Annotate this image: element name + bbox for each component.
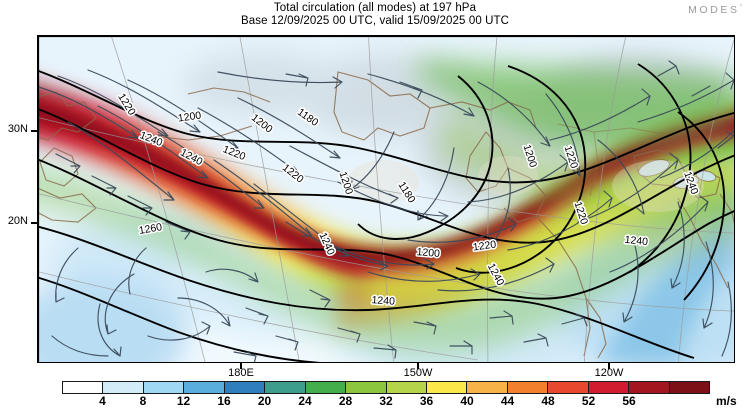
- colorbar-cell-11: [507, 382, 549, 393]
- graticule: [38, 36, 734, 362]
- colorbar-tick-44: 44: [500, 394, 515, 408]
- colorbar-tick-40: 40: [460, 394, 474, 408]
- colorbar-cell-4: [224, 382, 266, 393]
- contour-label-1240-20: 1240: [624, 234, 649, 248]
- colorbar-cell-7: [346, 382, 387, 393]
- colorbar-cell-12: [548, 382, 589, 393]
- brand-mark: °: [739, 4, 742, 11]
- colorbar-tick-32: 32: [379, 394, 393, 408]
- contour-label-1220-13: 1220: [472, 238, 497, 253]
- y-tick-20n: [31, 222, 38, 224]
- colorbar-tick-12: 12: [176, 394, 191, 408]
- colorbar-tick-52: 52: [581, 394, 596, 408]
- chart-title-line-1: Total circulation (all modes) at 197 hPa: [273, 2, 477, 14]
- modes-logo: MODES°: [688, 4, 742, 16]
- x-tick-150w: [417, 363, 419, 369]
- contour-label-1200-1: 1200: [177, 109, 202, 124]
- colorbar-cell-5: [265, 382, 306, 393]
- plot-border: [38, 36, 734, 362]
- colorbar-cell-8: [386, 382, 427, 393]
- x-axis-label-150w: 150W: [403, 367, 433, 379]
- y-tick-30n: [31, 130, 38, 132]
- colorbar-cell-13: [588, 382, 630, 393]
- colorbar-cell-10: [467, 382, 508, 393]
- contour-label-1240-20: 1240: [624, 234, 649, 248]
- x-axis-label-120w: 120W: [594, 367, 624, 379]
- colorbar-tick-16: 16: [217, 394, 231, 408]
- x-tick-120w: [608, 363, 610, 369]
- contour-label-1240-15: 1240: [371, 294, 395, 308]
- contour-label-1200-1: 1200: [177, 109, 202, 124]
- colorbar-tick-4: 4: [99, 394, 106, 408]
- wind-vectors: [38, 60, 734, 362]
- brand-text: MODES: [688, 4, 740, 16]
- colorbar-cell-1: [103, 382, 144, 393]
- contour-label-1260-10: 1260: [138, 221, 163, 237]
- colorbar-cell-2: [143, 382, 185, 393]
- x-axis-label-180e: 180E: [228, 367, 254, 379]
- colorbar-cell-0: [63, 382, 104, 393]
- colorbar-tick-24: 24: [298, 394, 312, 408]
- x-tick-180e: [240, 363, 242, 369]
- contour-label-1220-13: 1220: [472, 238, 497, 253]
- colorbar-cell-9: [426, 382, 468, 393]
- colorbar-tick-48: 48: [541, 394, 555, 408]
- contour-label-1260-10: 1260: [138, 221, 163, 237]
- y-axis-label-20n: 20N: [7, 215, 28, 227]
- colorbar-tick-8: 8: [139, 394, 147, 408]
- height-contours: [38, 63, 734, 362]
- colorbar-cell-14: [629, 382, 670, 393]
- map-plot-area: 1220 1220 1200 1200 1200 1200 1180 1180 1240 1240…: [37, 35, 735, 363]
- colorbar-cell-3: [184, 382, 225, 393]
- contour-label-1200-12: 1200: [416, 246, 440, 260]
- colorbar-tick-20: 20: [257, 394, 272, 408]
- colorbar-tick-56: 56: [622, 394, 636, 408]
- chart-subtitle-line-2: Base 12/09/2025 00 UTC, valid 15/09/2025…: [240, 15, 510, 27]
- colorbar-tick-36: 36: [419, 394, 434, 408]
- colorbar-cell-6: [305, 382, 347, 393]
- y-axis-label-30n: 30N: [7, 123, 28, 135]
- colorbar: [62, 381, 710, 394]
- colorbar-unit-label: m/s: [716, 394, 737, 408]
- colorbar-tick-28: 28: [338, 394, 353, 408]
- land-tint: [347, 156, 704, 212]
- contour-label-1200-12: 1200: [416, 246, 440, 260]
- contour-label-1240-15: 1240: [371, 294, 395, 308]
- colorbar-cell-15: [669, 382, 709, 393]
